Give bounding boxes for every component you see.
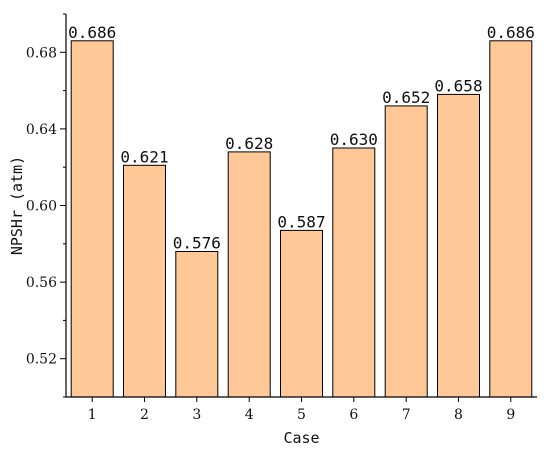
data-label-case-5: 0.587	[277, 212, 325, 231]
y-tick-label-0.64: 0.64	[26, 122, 57, 138]
bar-case-5	[280, 229, 323, 398]
bar-case-9	[489, 40, 533, 398]
data-label-case-9: 0.686	[487, 23, 535, 42]
x-tick-label-4: 4	[245, 407, 254, 423]
x-tick-label-1: 1	[88, 407, 97, 423]
bar-case-8	[437, 93, 480, 398]
y-tick-label-0.56: 0.56	[26, 275, 57, 291]
bar-case-3	[175, 251, 219, 398]
data-labels-layer: 0.686 0.621 0.576 0.628 0.587 0.630 0.6520.658…	[68, 23, 535, 253]
y-axis-title: NPSHr (atm)	[8, 156, 26, 255]
bars-layer	[70, 40, 533, 398]
data-label-case-1: 0.686	[68, 23, 116, 42]
x-tick-label-9: 9	[506, 407, 515, 423]
x-tick-label-8: 8	[454, 407, 463, 423]
x-tick-label-7: 7	[402, 407, 411, 423]
y-tick-label-0.68: 0.68	[26, 45, 57, 61]
data-label-case-2: 0.621	[120, 147, 168, 166]
y-ticks-layer: 0.52 0.56 0.60 0.64 0.68	[26, 13, 66, 398]
data-label-case-3: 0.576	[173, 234, 221, 253]
y-tick-label-0.52: 0.52	[26, 352, 57, 368]
data-label-case-6: 0.630	[330, 130, 378, 149]
x-tick-label-3: 3	[192, 407, 201, 423]
x-tick-label-2: 2	[140, 407, 149, 423]
x-tick-label-5: 5	[297, 407, 306, 423]
data-label-case-8: 0.658	[434, 76, 482, 95]
x-ticks-layer: 1 2 3 4 5 6 7 8 9	[88, 397, 515, 423]
x-axis-title: Case	[283, 429, 319, 447]
bar-case-1	[70, 40, 114, 398]
data-label-case-4: 0.628	[225, 134, 273, 153]
bar-case-2	[123, 164, 166, 398]
bar-case-6	[332, 147, 376, 398]
bar-case-7	[384, 105, 428, 398]
data-label-case-7: 0.652	[382, 88, 430, 107]
x-tick-label-6: 6	[349, 407, 358, 423]
y-tick-label-0.60: 0.60	[26, 199, 57, 215]
bar-case-4	[227, 151, 271, 398]
